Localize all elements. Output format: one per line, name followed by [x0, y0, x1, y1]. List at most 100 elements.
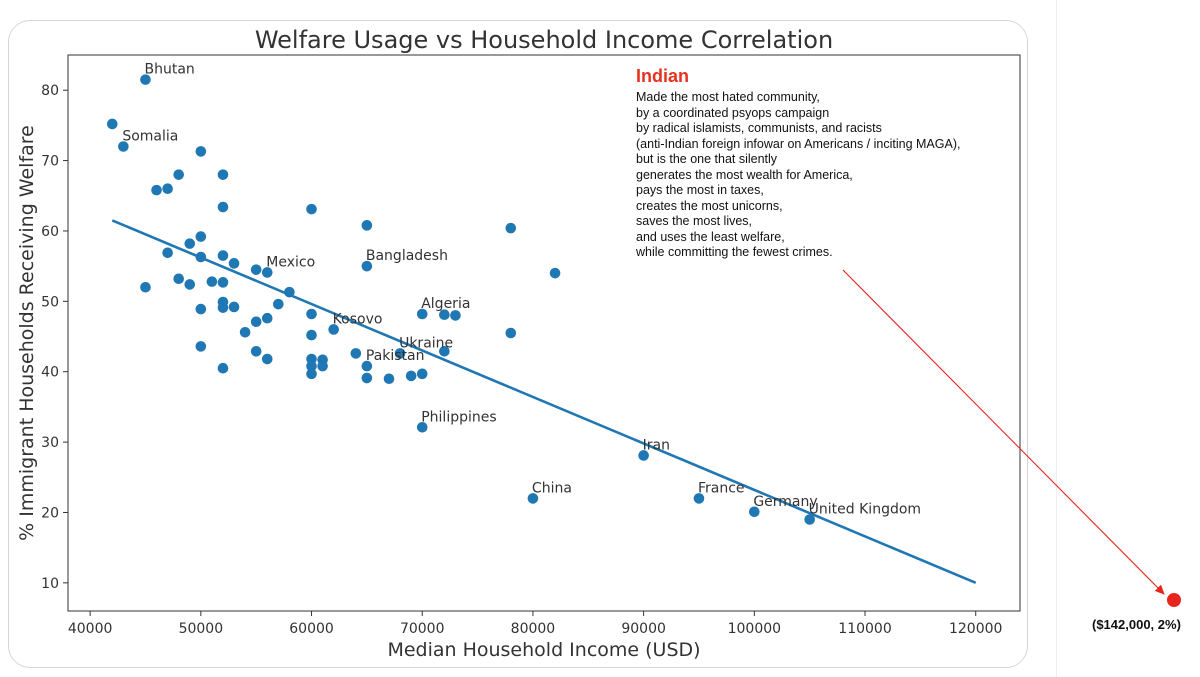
x-tick-label: 40000	[68, 621, 113, 637]
y-tick-label: 80	[41, 83, 59, 99]
data-point	[217, 362, 229, 374]
point-label: Kosovo	[333, 311, 383, 327]
data-point	[693, 493, 705, 504]
plot-area	[67, 54, 1021, 612]
data-point	[228, 301, 240, 313]
data-point	[361, 372, 373, 384]
data-point	[439, 309, 450, 321]
annotation-line: and uses the least welfare,	[636, 229, 785, 244]
annotation-line: creates the most unicorns,	[636, 198, 783, 213]
data-point	[350, 348, 362, 359]
x-axis: 40000 50000 60000 70000 80000 90000 100000 1100…	[68, 611, 1002, 637]
point-labels: Bhutan Somalia Mexico Bangladesh Algeria Koso…	[122, 62, 921, 518]
data-point	[106, 118, 118, 130]
data-point	[151, 184, 162, 196]
y-tick-label: 70	[41, 154, 59, 170]
highlight-point	[1167, 593, 1181, 607]
data-point	[306, 308, 317, 320]
data-point	[416, 308, 428, 320]
y-axis: 10 20 30 40 50 60 70 80	[41, 83, 68, 592]
annotation-line: generates the most wealth for America,	[636, 167, 853, 182]
data-point	[228, 258, 240, 269]
data-point	[162, 183, 173, 195]
annotation-line: saves the most lives,	[636, 214, 753, 228]
data-point	[162, 247, 173, 259]
data-point	[416, 422, 428, 433]
y-tick-label: 10	[41, 576, 59, 592]
x-tick-label: 120000	[949, 621, 1002, 637]
x-tick-label: 60000	[289, 621, 334, 637]
chart-card	[8, 20, 1028, 668]
x-tick-label: 90000	[621, 621, 666, 637]
data-point	[450, 310, 461, 321]
data-point	[527, 493, 539, 504]
data-point	[261, 353, 273, 365]
point-label: Mexico	[266, 254, 315, 270]
data-point	[306, 360, 317, 372]
data-points	[106, 74, 815, 525]
data-point	[261, 312, 273, 324]
point-label: Iran	[643, 437, 670, 453]
data-point	[394, 348, 406, 359]
data-point	[173, 169, 184, 180]
y-axis-title: % Immigrant Households Receiving Welfare	[16, 125, 38, 541]
data-point	[140, 74, 151, 85]
x-tick-label: 100000	[728, 621, 781, 637]
data-point	[195, 251, 207, 263]
data-point	[638, 450, 649, 461]
data-point	[749, 506, 760, 518]
data-point	[306, 203, 317, 215]
data-point	[317, 360, 328, 372]
data-point	[195, 231, 207, 242]
data-point	[195, 341, 207, 352]
data-point	[250, 264, 262, 275]
data-point	[328, 324, 339, 335]
pointer-arrow	[842, 269, 1165, 595]
x-tick-label: 110000	[838, 621, 891, 637]
x-tick-label: 50000	[179, 621, 224, 637]
point-label: Bangladesh	[366, 248, 448, 264]
data-point	[505, 222, 517, 234]
data-point	[206, 276, 218, 287]
data-point	[217, 302, 229, 313]
data-point	[217, 201, 229, 213]
x-axis-title: Median Household Income (USD)	[387, 639, 700, 661]
data-point	[361, 220, 373, 231]
y-tick-label: 40	[41, 365, 59, 381]
point-label: Germany	[753, 494, 817, 510]
data-point	[217, 169, 229, 180]
annotation-line: by a coordinated psyops campaign	[636, 105, 830, 120]
data-point	[361, 260, 373, 272]
annotation-box: Indian Made the most hated community, by…	[636, 66, 1016, 261]
data-point	[361, 360, 373, 372]
data-point	[173, 273, 184, 285]
data-point	[250, 316, 262, 328]
data-point	[416, 368, 428, 380]
point-label: United Kingdom	[809, 502, 921, 518]
data-point	[250, 345, 262, 357]
point-label: Ukraine	[399, 335, 453, 351]
data-point	[195, 146, 207, 157]
data-point	[549, 267, 561, 279]
chart-title: Welfare Usage vs Household Income Correl…	[255, 26, 833, 54]
y-tick-label: 30	[41, 435, 59, 451]
data-point	[439, 345, 450, 357]
annotation-line: while committing the fewest crimes.	[636, 245, 833, 259]
highlight-point-label: ($142,000, 2%)	[1092, 617, 1181, 632]
data-point	[306, 329, 317, 341]
point-label: Philippines	[421, 409, 496, 425]
trend-line	[111, 219, 977, 585]
data-point	[405, 370, 417, 382]
y-tick-label: 60	[41, 224, 59, 240]
point-label: China	[532, 480, 572, 496]
data-point	[184, 279, 196, 290]
annotation-line: Made the most hated community,	[636, 90, 820, 104]
annotation-line: pays the most in taxes,	[636, 183, 764, 197]
data-point	[273, 298, 284, 310]
data-point	[383, 373, 395, 385]
point-label: Pakistan	[366, 348, 425, 364]
data-point	[118, 141, 129, 152]
data-point	[804, 514, 815, 525]
point-label: Algeria	[421, 296, 470, 312]
